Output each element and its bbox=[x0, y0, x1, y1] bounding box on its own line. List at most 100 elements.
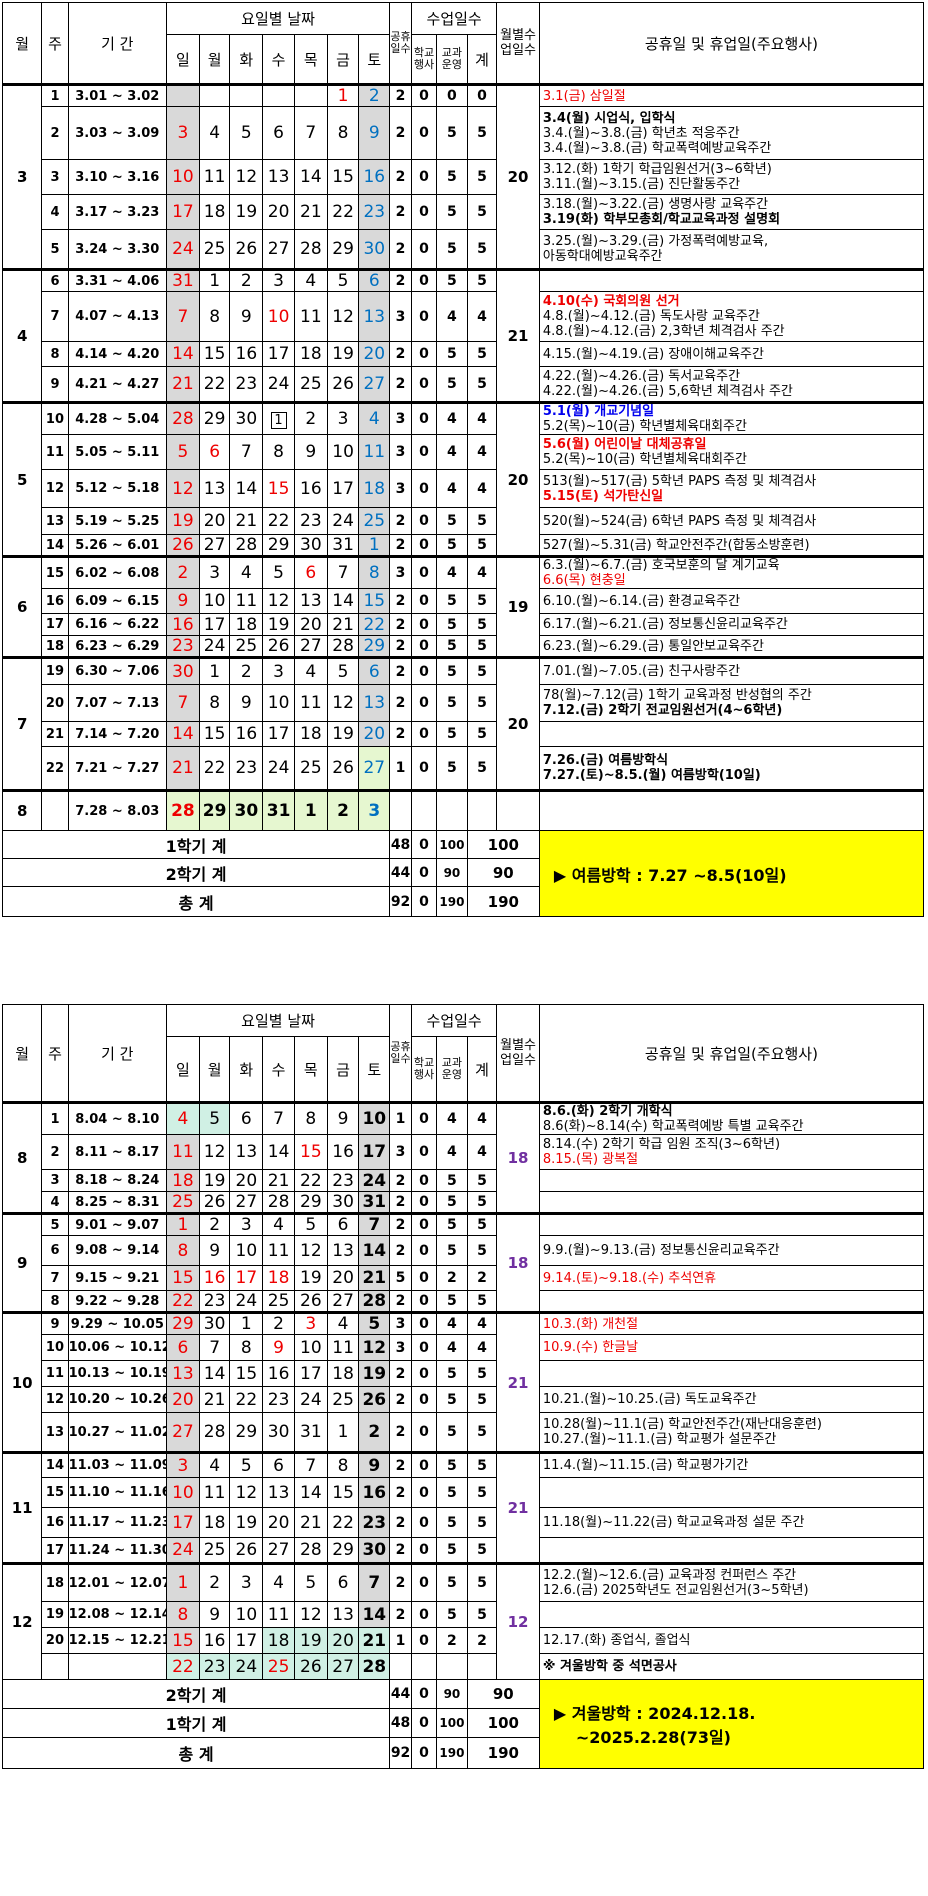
summary-row: 1학기 계 48 0 100 100 ▶ 여름방학 : 7.27 ~8.5(10일) bbox=[1, 830, 925, 917]
date-cell: 29 bbox=[166, 1311, 200, 1335]
total-value: 5 bbox=[466, 1235, 498, 1266]
date-cell: 26 bbox=[262, 635, 295, 658]
summary-curriculum: 100 bbox=[436, 1708, 468, 1738]
event-item: 10.9.(수) 한글날 bbox=[542, 1340, 639, 1355]
event-item: 12.2.(월)~12.6.(금) 교육과정 컨퍼런스 주간 bbox=[542, 1568, 797, 1583]
week-number: 11 bbox=[41, 1360, 69, 1387]
date-cell: 18 bbox=[166, 1169, 200, 1192]
total-value: 5 bbox=[466, 656, 498, 685]
week-number: 4 bbox=[41, 1191, 69, 1214]
date-cell bbox=[293, 83, 328, 107]
week-number: 15 bbox=[41, 1477, 69, 1508]
date-cell: 9 bbox=[358, 1451, 391, 1478]
date-cell bbox=[166, 83, 200, 107]
date-cell: 5 bbox=[326, 656, 360, 685]
date-cell: 12 bbox=[293, 1601, 328, 1628]
header-day-3: 수 bbox=[262, 1036, 295, 1103]
events-cell: 11.18(월)~11.22(금) 학교교육과정 설문 주간 bbox=[538, 1507, 925, 1538]
week-number: 21 bbox=[41, 721, 69, 747]
event-item: 4.8.(월)~4.12.(금) 독도사랑 교육주간 bbox=[542, 309, 760, 324]
header-holiday-days: 공휴일수 bbox=[389, 1004, 412, 1103]
header-class-days: 수업일수 bbox=[410, 1004, 498, 1037]
date-cell: 29 bbox=[293, 1191, 328, 1214]
date-cell: 23 bbox=[358, 1507, 391, 1538]
date-cell: 9 bbox=[166, 588, 200, 614]
summary-label: 1학기 계 bbox=[1, 1708, 391, 1738]
week-row: 17 6.16 ~ 6.22 16 17 18 19 20 21 22 2 0 5 5 6.17.(월)~… bbox=[3, 613, 925, 636]
events-cell: 10.21.(월)~10.25.(금) 독도교육주간 bbox=[538, 1386, 925, 1413]
curriculum-value: 5 bbox=[436, 507, 468, 535]
date-cell: 5 bbox=[293, 1212, 328, 1236]
date-cell: 15 bbox=[198, 341, 231, 367]
date-cell: 19 bbox=[198, 1169, 231, 1192]
school-events-value: 0 bbox=[410, 1412, 438, 1453]
event-item: 11.4.(월)~11.15.(금) 학교평가기간 bbox=[542, 1458, 749, 1473]
date-cell: 15 bbox=[293, 1134, 328, 1170]
week-row: 20 12.15 ~ 12.21 15 16 17 18 19 20 21 1 0 2 2 12.17.(… bbox=[3, 1627, 925, 1654]
week-row: 6 9.08 ~ 9.14 8 9 10 11 12 13 14 2 0 5 5 9.9.(월)~9.13… bbox=[3, 1235, 925, 1266]
date-cell: 6 bbox=[326, 1212, 360, 1236]
date-cell: 13 bbox=[229, 1134, 264, 1170]
curriculum-value: 4 bbox=[436, 434, 468, 470]
summary-school: 0 bbox=[410, 1708, 438, 1738]
week-row: 13 10.27 ~ 11.02 27 28 29 30 31 1 2 2 0 5 5 10.28(월)~… bbox=[3, 1412, 925, 1453]
monthly-days-value: 20 bbox=[496, 656, 540, 791]
summary-label: 총 계 bbox=[1, 1737, 391, 1769]
curriculum-value: 5 bbox=[436, 635, 468, 658]
date-cell: 16 bbox=[358, 159, 391, 195]
header-subrow: 일 월 화 수 목 금 토 학교행사 교과운영 계 bbox=[3, 1036, 924, 1103]
date-cell: 16 bbox=[326, 1134, 360, 1170]
school-events-value: 0 bbox=[410, 401, 438, 435]
school-events-value: 0 bbox=[410, 1212, 438, 1236]
header-subrow: 일 월 화 수 목 금 토 학교행사 교과운영 계 bbox=[3, 34, 924, 85]
week-period: 11.17 ~ 11.23 bbox=[67, 1507, 168, 1538]
week-row: 22 23 24 25 26 27 28 ※ 겨울방학 중 석면공사 bbox=[3, 1653, 925, 1680]
week-period: 8.11 ~ 8.17 bbox=[67, 1134, 168, 1170]
summary-curriculum: 100 bbox=[436, 830, 468, 859]
date-cell: 25 bbox=[229, 635, 264, 658]
week-row: 8 1 8.04 ~ 8.10 4 5 6 7 8 9 10 1 0 4 4 18 8.6.(화) 2학기 개… bbox=[1, 1101, 925, 1214]
school-events-value: 0 bbox=[410, 588, 438, 614]
date-cell bbox=[198, 83, 231, 107]
summary-row: 총 계 92 0 190 190 bbox=[1, 886, 924, 917]
date-cell: 1 bbox=[166, 1212, 200, 1236]
date-cell: 22 bbox=[262, 507, 295, 535]
school-events-value: 0 bbox=[410, 106, 438, 160]
school-events-value: 0 bbox=[410, 229, 438, 270]
total-value: 4 bbox=[466, 1134, 498, 1170]
date-cell: 17 bbox=[262, 341, 295, 367]
date-cell: 19 bbox=[166, 507, 200, 535]
week-period: 7.21 ~ 7.27 bbox=[67, 746, 168, 791]
date-cell: 10 bbox=[293, 1334, 328, 1361]
week-row: 7 9.15 ~ 9.21 15 16 17 18 19 20 21 5 0 2 2 9.14.(토)~9… bbox=[3, 1265, 925, 1291]
events-cell: 8.6.(화) 2학기 개학식 8.6(화)~8.14(수) 학교폭력예방 특별 … bbox=[538, 1101, 925, 1135]
school-events-value: 0 bbox=[410, 83, 438, 107]
events-cell bbox=[538, 268, 925, 292]
date-cell: 20 bbox=[326, 1627, 360, 1654]
date-cell: 14 bbox=[293, 1477, 328, 1508]
events-cell: 9.9.(월)~9.13.(금) 정보통신윤리교육주간 bbox=[538, 1235, 925, 1266]
date-cell: 5 bbox=[293, 1562, 328, 1602]
date-cell: 14 bbox=[229, 469, 264, 508]
date-cell: 1 bbox=[262, 401, 295, 435]
week-number: 13 bbox=[41, 507, 69, 535]
week-row: 11 5.05 ~ 5.11 5 6 7 8 9 10 11 3 0 4 4 5.6(월) 어린이날 대체… bbox=[3, 434, 925, 470]
events-cell: 9.14.(토)~9.18.(수) 추석연휴 bbox=[538, 1265, 925, 1291]
curriculum-value: 5 bbox=[436, 1412, 468, 1453]
date-cell: 7 bbox=[262, 1101, 295, 1135]
monthly-days-value bbox=[496, 789, 540, 831]
week-number: 8 bbox=[41, 341, 69, 367]
date-cell: 20 bbox=[198, 507, 231, 535]
holiday-days-value: 2 bbox=[389, 1451, 412, 1478]
date-cell: 17 bbox=[229, 1265, 264, 1291]
events-cell: 4.10(수) 국회의원 선거 4.8.(월)~4.12.(금) 독도사랑 교육주… bbox=[538, 291, 925, 342]
date-cell: 3 bbox=[166, 1451, 200, 1478]
week-period: 7.28 ~ 8.03 bbox=[67, 789, 168, 831]
header-day-4: 목 bbox=[293, 34, 328, 85]
total-value: 5 bbox=[466, 106, 498, 160]
summary-holiday: 92 bbox=[389, 1737, 412, 1769]
week-row: 6 15 6.02 ~ 6.08 2 3 4 5 6 7 8 3 0 4 4 19 6.3.(월)~6.7.(… bbox=[1, 555, 925, 658]
date-cell: 7 bbox=[358, 1562, 391, 1602]
curriculum-value: 5 bbox=[436, 1507, 468, 1538]
date-cell: 25 bbox=[262, 1653, 295, 1680]
